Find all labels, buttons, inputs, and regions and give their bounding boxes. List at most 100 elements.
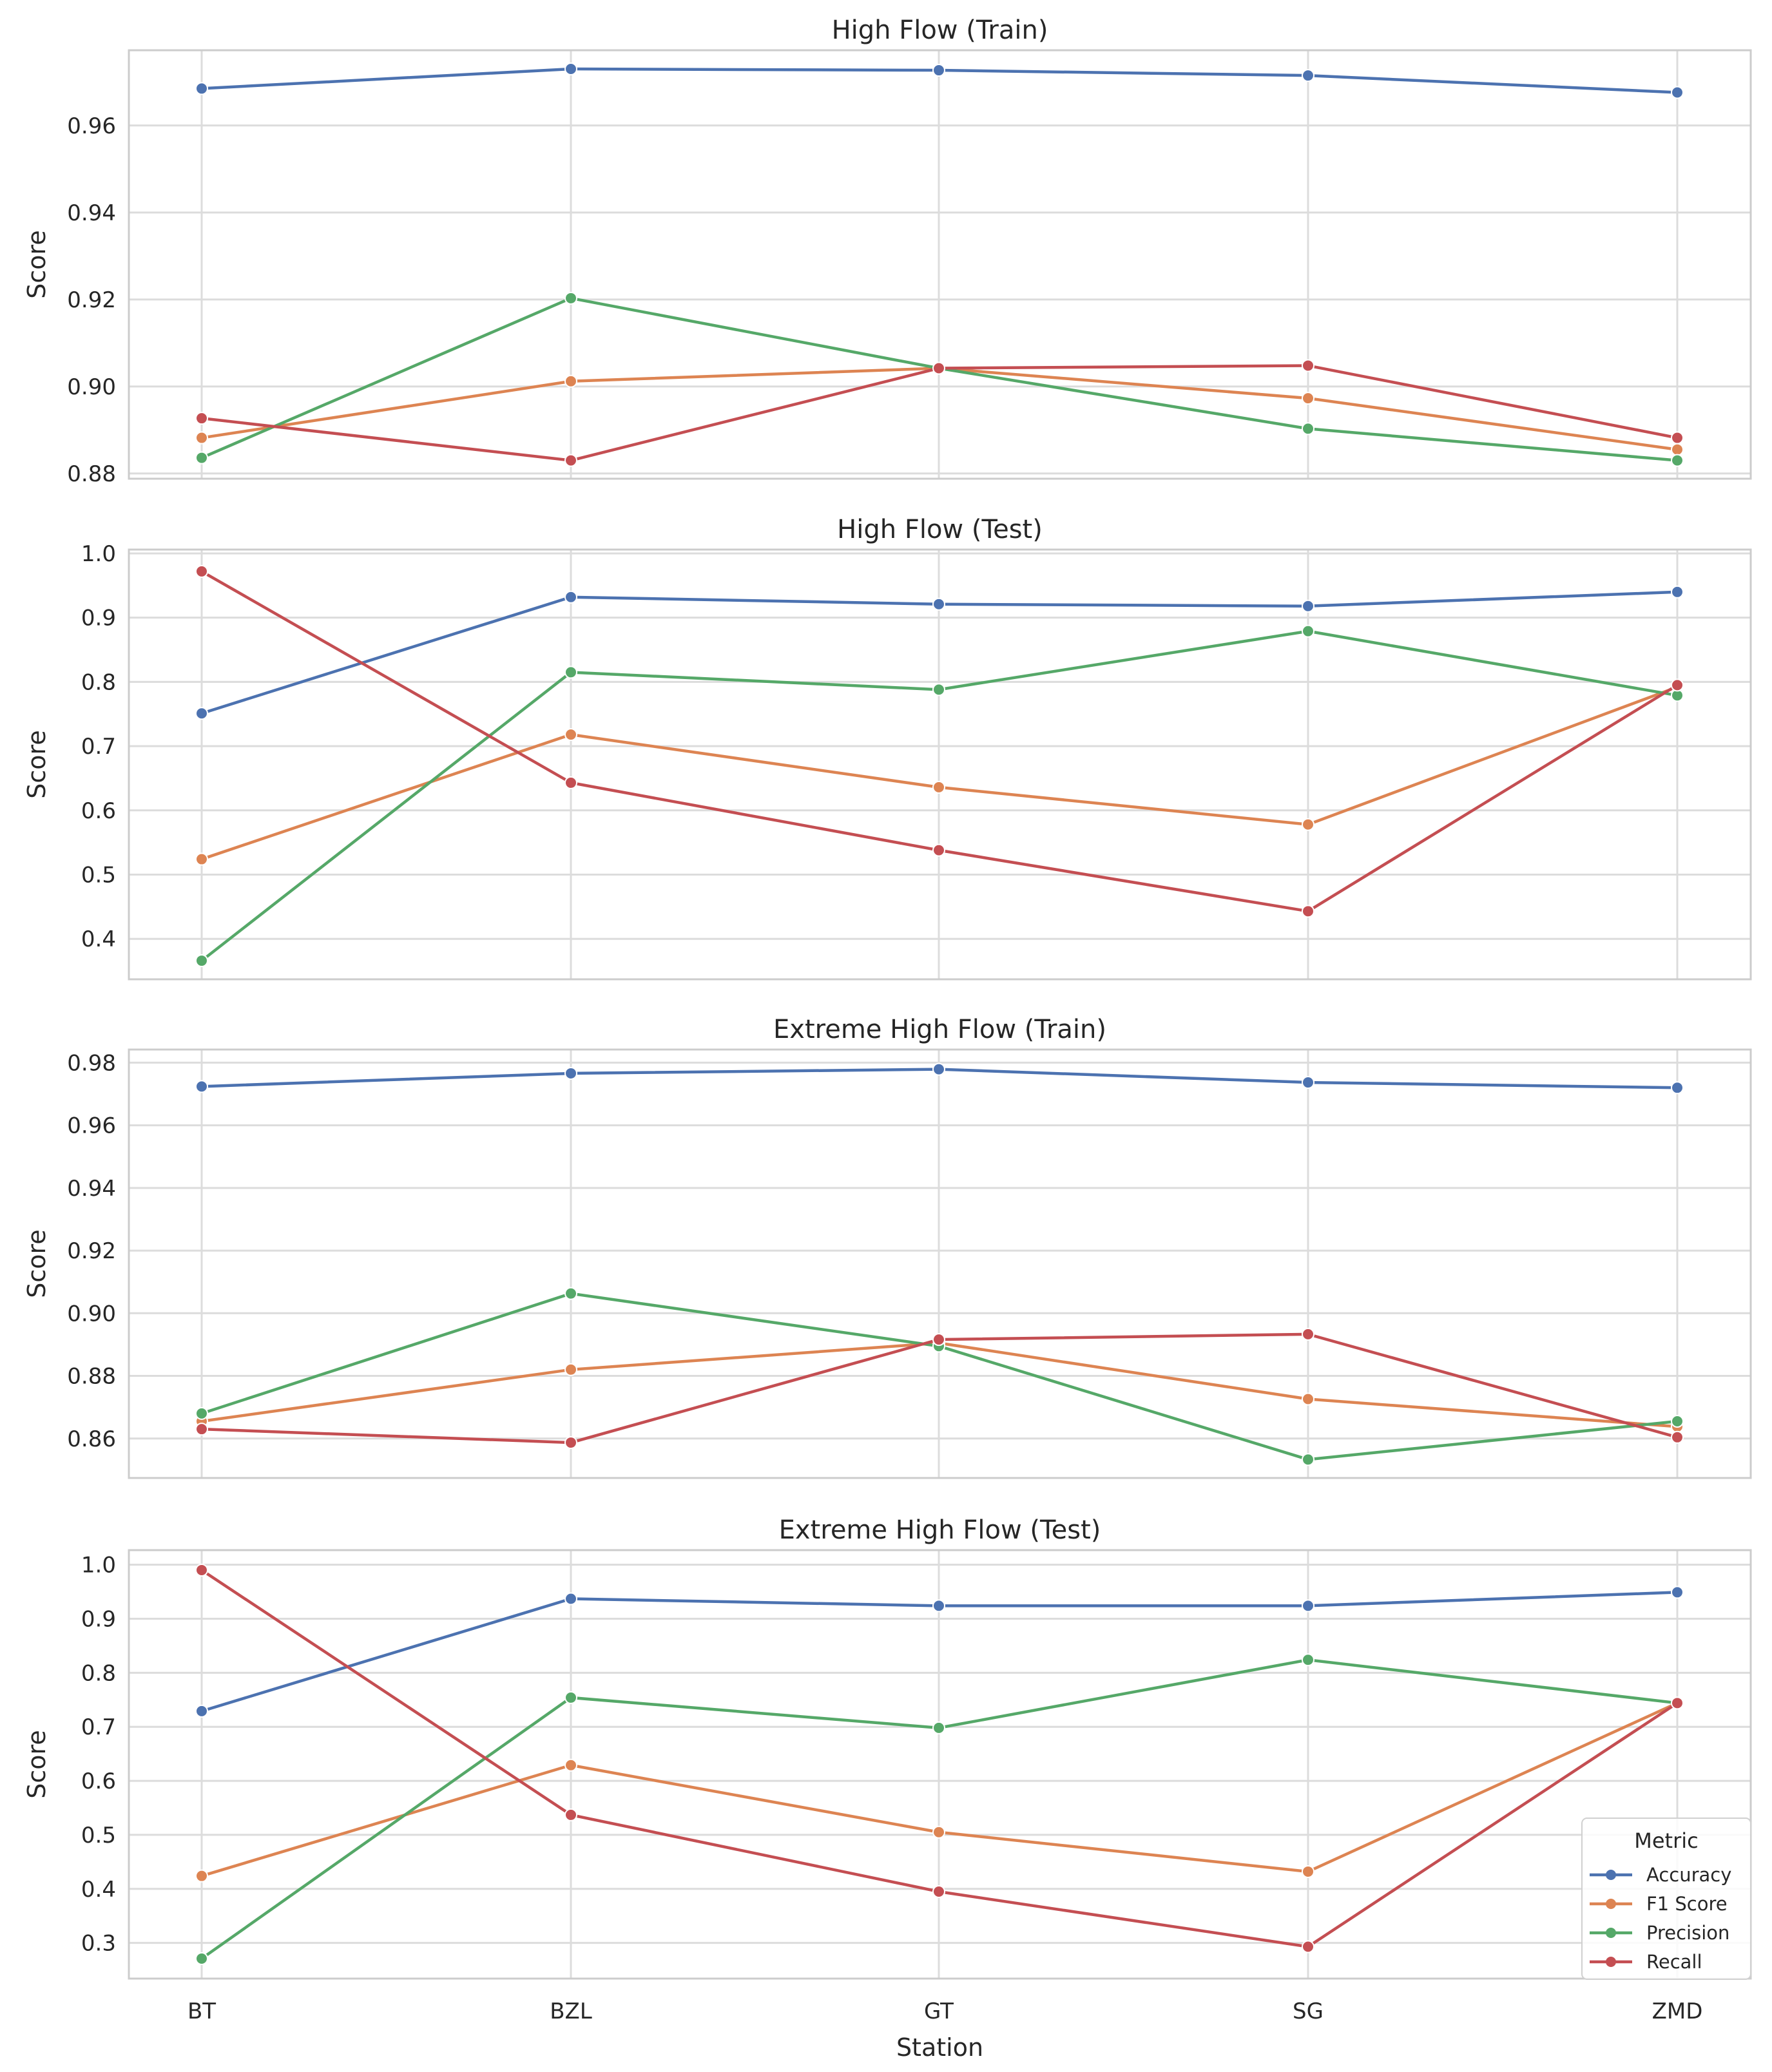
data-point-precision bbox=[1671, 1415, 1684, 1428]
y-tick-label: 0.7 bbox=[81, 1714, 116, 1740]
data-point-accuracy bbox=[564, 62, 577, 76]
data-point-precision bbox=[564, 1287, 577, 1300]
data-point-recall bbox=[195, 412, 208, 425]
data-point-accuracy bbox=[564, 1066, 577, 1080]
axes-frame bbox=[128, 1549, 1752, 1980]
y-tick-label: 0.8 bbox=[81, 1660, 116, 1686]
x-axis-label: Station bbox=[896, 2033, 983, 2062]
y-tick-label: 0.8 bbox=[81, 669, 116, 695]
data-point-f1-score bbox=[195, 1869, 208, 1883]
data-point-recall bbox=[195, 1423, 208, 1436]
y-tick-label: 0.88 bbox=[67, 1364, 116, 1390]
axes-frame bbox=[128, 49, 1752, 480]
legend-title: Metric bbox=[1634, 1828, 1698, 1853]
y-tick-label: 0.96 bbox=[67, 1113, 116, 1139]
subplot-title: High Flow (Train) bbox=[832, 15, 1048, 45]
data-point-accuracy bbox=[1671, 1081, 1684, 1095]
data-point-accuracy bbox=[932, 597, 945, 611]
axes-frame bbox=[128, 548, 1752, 981]
data-point-accuracy bbox=[1302, 69, 1315, 82]
x-tick-label: ZMD bbox=[1652, 1999, 1703, 2024]
data-point-recall bbox=[932, 1885, 945, 1898]
subplot-4: 0.3 0.4 0.5 0.6 0.7 0.8 0.9 1.0 BT BZL GT SG ZMD Extr… bbox=[23, 1515, 1752, 2062]
legend-box bbox=[1581, 1818, 1751, 1980]
y-tick-label: 1.0 bbox=[81, 541, 116, 567]
data-point-precision bbox=[932, 1721, 945, 1734]
data-point-accuracy bbox=[1671, 585, 1684, 599]
y-tick-label: 0.6 bbox=[81, 1769, 116, 1794]
data-point-precision bbox=[1671, 454, 1684, 467]
data-point-recall bbox=[1302, 905, 1315, 918]
y-tick-label: 0.92 bbox=[67, 1238, 116, 1264]
data-point-recall bbox=[195, 564, 208, 578]
data-point-precision bbox=[195, 451, 208, 465]
y-axis-label: Score bbox=[23, 730, 51, 798]
y-tick-label: 0.6 bbox=[81, 798, 116, 824]
data-point-f1-score bbox=[195, 431, 208, 445]
data-point-recall bbox=[564, 776, 577, 789]
x-tick-label: BZL bbox=[550, 1999, 592, 2024]
data-point-f1-score bbox=[564, 374, 577, 388]
data-point-f1-score bbox=[564, 1363, 577, 1376]
data-point-recall bbox=[1302, 1940, 1315, 1953]
data-point-f1-score bbox=[1302, 818, 1315, 831]
data-point-precision bbox=[1302, 1453, 1315, 1466]
y-tick-label: 0.90 bbox=[67, 1301, 116, 1327]
legend-marker-icon bbox=[1606, 1928, 1616, 1938]
y-tick-label: 0.98 bbox=[67, 1050, 116, 1076]
y-tick-label: 0.94 bbox=[67, 1176, 116, 1202]
data-point-recall bbox=[1671, 678, 1684, 692]
data-point-accuracy bbox=[1302, 599, 1315, 613]
data-point-precision bbox=[1302, 624, 1315, 638]
data-point-recall bbox=[932, 843, 945, 857]
data-point-precision bbox=[564, 666, 577, 679]
data-point-precision bbox=[932, 683, 945, 696]
legend-entry: Precision bbox=[1646, 1922, 1729, 1944]
data-point-accuracy bbox=[1302, 1599, 1315, 1613]
data-point-accuracy bbox=[1302, 1076, 1315, 1089]
data-point-accuracy bbox=[1671, 1586, 1684, 1599]
x-tick-label: SG bbox=[1293, 1999, 1324, 2024]
data-point-recall bbox=[1302, 359, 1315, 372]
data-point-recall bbox=[195, 1564, 208, 1577]
data-point-precision bbox=[564, 1691, 577, 1704]
data-point-f1-score bbox=[1302, 1865, 1315, 1878]
y-tick-label: 0.94 bbox=[67, 200, 116, 226]
subplot-2: 0.4 0.5 0.6 0.7 0.8 0.9 1.0 High Flow (Test) Sco… bbox=[23, 515, 1752, 981]
data-point-f1-score bbox=[1302, 392, 1315, 405]
data-point-precision bbox=[1302, 422, 1315, 436]
data-point-recall bbox=[1671, 1696, 1684, 1710]
y-tick-label: 0.5 bbox=[81, 1823, 116, 1848]
data-point-f1-score bbox=[1302, 1392, 1315, 1406]
data-point-recall bbox=[564, 454, 577, 467]
subplot-title: Extreme High Flow (Test) bbox=[779, 1515, 1101, 1545]
data-point-accuracy bbox=[1671, 86, 1684, 99]
y-tick-label: 0.5 bbox=[81, 862, 116, 888]
y-tick-label: 0.4 bbox=[81, 926, 116, 952]
legend-marker-icon bbox=[1606, 1870, 1616, 1880]
data-point-f1-score bbox=[1671, 443, 1684, 456]
legend-entry: F1 Score bbox=[1646, 1893, 1728, 1915]
data-point-recall bbox=[564, 1808, 577, 1821]
x-tick-label: GT bbox=[924, 1999, 954, 2024]
data-point-f1-score bbox=[564, 1758, 577, 1772]
data-point-recall bbox=[564, 1436, 577, 1450]
data-point-precision bbox=[564, 291, 577, 305]
data-point-recall bbox=[1302, 1327, 1315, 1341]
x-tick-label: BT bbox=[188, 1999, 216, 2024]
data-point-accuracy bbox=[564, 590, 577, 604]
data-point-recall bbox=[932, 361, 945, 375]
y-tick-label: 0.3 bbox=[81, 1931, 116, 1957]
y-axis-label: Score bbox=[23, 1229, 51, 1298]
data-point-recall bbox=[1671, 1430, 1684, 1444]
data-point-accuracy bbox=[932, 64, 945, 77]
data-point-accuracy bbox=[932, 1062, 945, 1076]
data-point-recall bbox=[932, 1333, 945, 1347]
y-tick-label: 0.92 bbox=[67, 287, 116, 313]
data-point-precision bbox=[195, 954, 208, 968]
legend-entry: Recall bbox=[1646, 1951, 1702, 1973]
legend: Metric Accuracy F1 Score Precision Recall bbox=[1581, 1818, 1751, 1980]
legend-marker-icon bbox=[1606, 1957, 1616, 1967]
data-point-accuracy bbox=[195, 1704, 208, 1718]
